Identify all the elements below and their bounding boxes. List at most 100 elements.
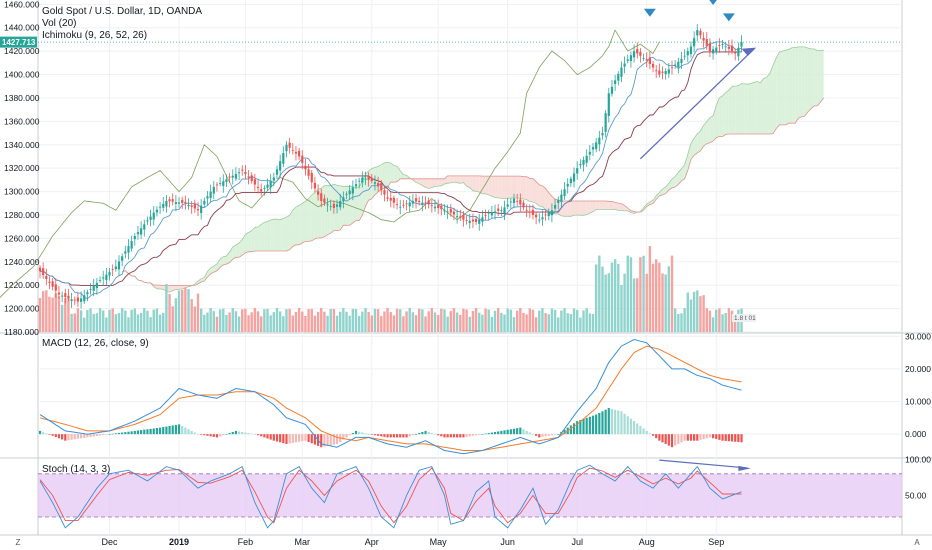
candle-body [222, 181, 225, 186]
senkou-span-b [122, 97, 825, 286]
candle-body [342, 197, 345, 202]
volume-bar [320, 308, 323, 332]
ichimoku-cloud-segment [526, 176, 530, 202]
candle-body [617, 73, 620, 81]
candle-body [149, 216, 152, 220]
volume-bar [500, 312, 503, 332]
ichimoku-cloud-segment [687, 143, 691, 171]
macd-histogram-bar [158, 427, 162, 435]
candle-body [446, 211, 449, 213]
volume-bar [424, 316, 427, 332]
volume-bar [550, 308, 554, 332]
volume-bar [174, 298, 178, 332]
volume-bar [487, 309, 490, 332]
volume-bar [51, 297, 54, 332]
candle-body [560, 194, 563, 203]
volume-bar [345, 311, 348, 332]
macd-histogram-bar [351, 433, 354, 435]
candle-body [500, 210, 503, 212]
macd-histogram-bar [162, 427, 165, 435]
volume-bar [212, 311, 215, 332]
macd-histogram-bar [433, 434, 437, 435]
volume-bar [455, 312, 459, 332]
candle-body [89, 289, 92, 290]
ichimoku-cloud-segment [532, 178, 537, 204]
macd-histogram-bar [639, 426, 642, 435]
ichimoku-cloud-segment [741, 83, 745, 135]
volume-bar [506, 308, 509, 332]
candle-body [256, 187, 260, 189]
candle-body [64, 293, 67, 297]
macd-histogram-bar [146, 429, 149, 435]
ichimoku-cloud-segment [501, 176, 505, 199]
ichimoku-cloud-segment [400, 170, 404, 179]
candle-body [285, 144, 288, 152]
candle-body [190, 205, 193, 207]
macd-histogram-bar [70, 434, 73, 440]
candle-body [386, 197, 389, 199]
macd-histogram-bar [275, 434, 279, 442]
ichimoku-cloud-segment [792, 47, 796, 124]
volume-bar [155, 308, 159, 332]
candle-body [481, 217, 484, 222]
ichimoku-cloud-segment [403, 174, 407, 179]
volume-bar [692, 291, 696, 332]
ichimoku-cloud-segment [352, 186, 356, 223]
macd-histogram-bar [92, 434, 95, 437]
candle-body [124, 251, 127, 254]
candle-body [541, 217, 544, 220]
macd-histogram-bar [310, 434, 313, 444]
macd-histogram-bar [193, 432, 196, 435]
candle-body [670, 67, 674, 69]
volume-bar [582, 310, 585, 332]
volume-bar [538, 310, 541, 332]
ichimoku-cloud-segment [678, 168, 682, 185]
volume-bar [519, 308, 522, 332]
volume-bar [272, 312, 276, 332]
candle-body [146, 220, 149, 222]
ichimoku-cloud-segment [172, 285, 176, 291]
candle-body [247, 176, 250, 178]
volume-readout: 1.8 t 01 [734, 315, 756, 322]
ichimoku-cloud-segment [583, 200, 587, 216]
ichimoku-cloud-segment [618, 203, 622, 211]
volume-bar [117, 313, 121, 332]
candle-body [708, 43, 712, 52]
ichimoku-cloud-segment [510, 176, 514, 199]
candle-body [54, 284, 57, 291]
candle-body [42, 268, 45, 276]
ichimoku-cloud-segment [801, 46, 805, 117]
macd-histogram-bar [734, 434, 737, 442]
ichimoku-cloud-segment [387, 162, 391, 188]
volume-bar [130, 309, 133, 332]
macd-histogram-bar [427, 431, 430, 435]
macd-histogram-bar [648, 433, 651, 435]
candle-body [234, 174, 238, 179]
candle-body [538, 219, 541, 221]
volume-bar [623, 273, 626, 332]
volume-bar [291, 315, 294, 332]
candle-body [664, 71, 667, 75]
candle-body [361, 177, 364, 183]
volume-bar [218, 309, 222, 332]
macd-histogram-bar [421, 431, 424, 435]
candle-body [610, 86, 614, 94]
macd-histogram-bar [51, 434, 54, 436]
volume-bar [241, 309, 244, 332]
macd-histogram-bar [73, 434, 76, 440]
volume-bar [579, 317, 582, 332]
macd-histogram-bar [76, 434, 80, 439]
macd-histogram-bar [42, 432, 45, 435]
macd-histogram-bar [579, 420, 582, 435]
candle-body [272, 177, 275, 181]
volume-bar [418, 308, 421, 332]
ichimoku-cloud-segment [463, 175, 467, 187]
macd-histogram-bar [553, 434, 557, 435]
volume-bar [525, 314, 528, 332]
ichimoku-cloud-segment [356, 186, 360, 221]
candle-body [354, 184, 358, 187]
volume-bar [380, 316, 383, 332]
ichimoku-cloud-segment [545, 188, 549, 212]
volume-bar [601, 266, 604, 332]
